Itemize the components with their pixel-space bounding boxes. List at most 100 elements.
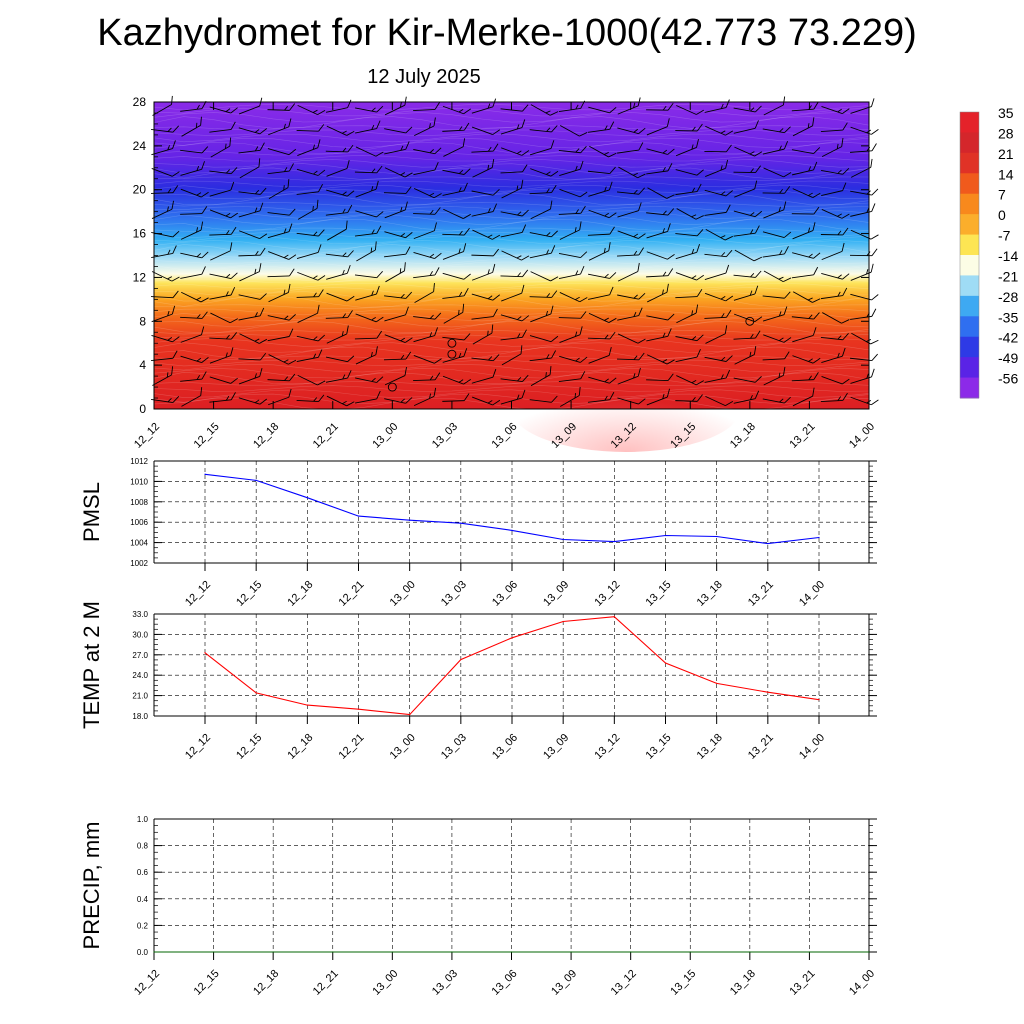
wind-barb — [180, 146, 209, 154]
precip-point — [689, 951, 691, 953]
wind-barb — [529, 125, 558, 133]
wind-barb — [792, 117, 815, 137]
wind-barb — [675, 139, 699, 157]
temp-point — [511, 637, 513, 639]
wind-barb — [734, 249, 763, 262]
wind-barb — [384, 397, 413, 404]
wind-barb — [588, 272, 617, 279]
wind-barb — [238, 202, 264, 218]
precip-xtick-label: 13_06 — [490, 968, 520, 998]
colorbar-frame — [959, 111, 980, 399]
wind-barb — [704, 189, 733, 197]
temp-ytick-label: 21.0 — [132, 692, 148, 701]
wind-barb — [704, 99, 730, 113]
wind-barb — [326, 160, 350, 177]
wind-barb — [820, 227, 849, 236]
wind-barb — [676, 304, 699, 324]
wind-barb — [850, 229, 879, 240]
temp-xtick-label: 12_21 — [337, 732, 367, 762]
contour-line — [153, 371, 870, 385]
contour-line — [153, 389, 870, 398]
pmsl-xtick-label: 13_03 — [439, 579, 469, 609]
colorbar-label: -14 — [998, 248, 1018, 264]
wind-barb — [355, 285, 380, 301]
wind-barb — [588, 242, 611, 261]
wind-barb — [791, 312, 820, 320]
pmsl-xtick-label: 13_00 — [388, 579, 418, 609]
wind-barb — [820, 122, 848, 133]
wind-barb — [297, 271, 326, 281]
temp-xtick-label: 12_12 — [183, 732, 213, 762]
wind-barb — [529, 140, 555, 156]
wind-barb — [355, 390, 381, 404]
wind-barb — [413, 355, 442, 364]
precip-point — [510, 951, 513, 953]
wind-barb — [734, 313, 763, 323]
wind-barb — [268, 251, 297, 260]
wind-barb — [442, 333, 471, 341]
wind-barb — [181, 116, 202, 137]
wind-barb — [529, 335, 559, 343]
wind-barb — [704, 369, 731, 383]
wind-barb — [704, 249, 733, 258]
wind-barb — [529, 395, 558, 403]
wind-barb — [529, 350, 557, 362]
heatmap-xtick-label: 13_18 — [728, 421, 758, 451]
wind-barb — [734, 146, 763, 157]
contour-line — [153, 363, 870, 373]
pmsl-ytick-label: 1012 — [130, 457, 148, 466]
temp-point — [460, 658, 462, 661]
wind-barb — [822, 312, 850, 324]
wind-barb — [355, 210, 384, 218]
contour-line — [153, 184, 870, 194]
wind-barb — [704, 144, 732, 153]
wind-barb — [529, 290, 558, 298]
precip-point — [868, 951, 870, 953]
colorbar-label: -42 — [998, 330, 1018, 346]
wind-barb — [180, 326, 205, 343]
wind-barb — [442, 243, 467, 260]
contour-line — [153, 269, 870, 283]
wind-barb — [821, 347, 846, 364]
wind-barb — [705, 325, 728, 344]
contour-line — [153, 137, 870, 149]
wind-barb — [355, 376, 384, 383]
wind-barb — [384, 306, 409, 322]
wind-barb — [850, 368, 875, 384]
contour-line — [153, 227, 870, 233]
wind-barb — [676, 375, 704, 386]
temp-point — [716, 682, 718, 684]
heatmap-xtick-label: 12_15 — [192, 421, 222, 451]
wind-barb — [529, 230, 558, 238]
wind-barb — [617, 230, 646, 239]
wind-barb — [501, 147, 530, 156]
wind-barb — [763, 167, 792, 178]
heatmap-ytick-label: 16 — [133, 227, 147, 241]
wind-barb — [150, 290, 179, 299]
pmsl-point — [716, 535, 718, 538]
wind-barb — [617, 127, 646, 135]
wind-barb — [762, 396, 791, 404]
temp-xtick-label: 13_15 — [644, 732, 674, 762]
wind-barb — [267, 223, 293, 239]
wind-barb — [529, 245, 556, 259]
wind-barb — [296, 334, 326, 342]
wind-barb — [587, 121, 615, 133]
pmsl-xtick-label: 13_21 — [746, 579, 776, 609]
contour-line — [153, 304, 870, 310]
pmsl-point — [613, 540, 615, 543]
wind-barb — [675, 183, 702, 196]
wind-barb — [705, 159, 729, 177]
wind-barb — [616, 247, 644, 257]
wind-barb — [297, 304, 320, 323]
temp-point — [767, 691, 769, 693]
precip-xtick-label: 12_15 — [192, 968, 222, 998]
temp-xtick-label: 13_00 — [388, 732, 418, 762]
wind-barb — [442, 393, 470, 402]
wind-barb — [296, 168, 326, 176]
wind-barb — [733, 225, 760, 237]
temp-xtick-label: 13_03 — [439, 732, 469, 762]
wind-barb — [180, 161, 205, 176]
wind-barb — [442, 227, 470, 236]
colorbar-label: 21 — [998, 146, 1014, 162]
